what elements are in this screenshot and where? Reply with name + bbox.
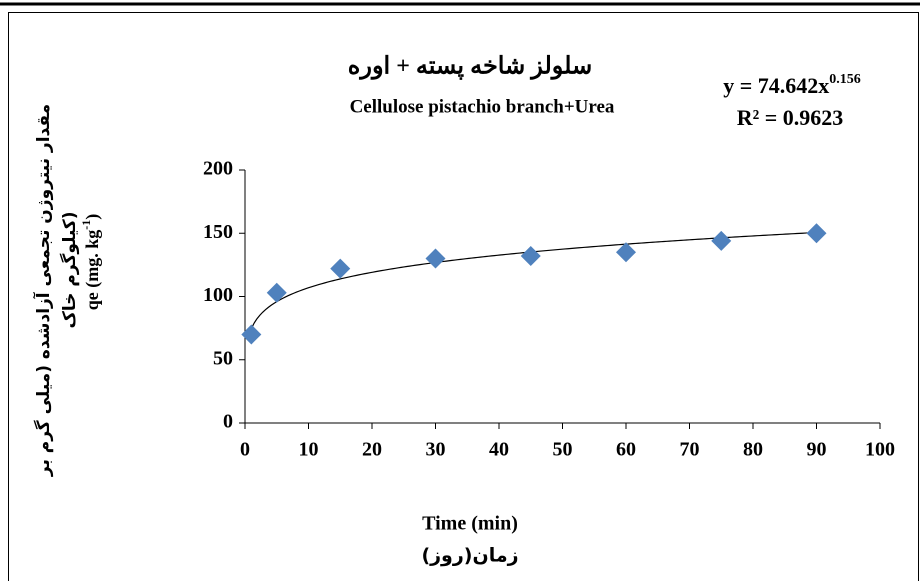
equation-variable: x: [818, 73, 829, 98]
x-axis-label: زمان(روز): [421, 545, 518, 567]
data-point: [806, 223, 827, 244]
x-tick-label: 40: [489, 439, 509, 461]
data-point: [520, 246, 541, 267]
x-tick-label: 70: [680, 439, 700, 461]
data-point: [711, 230, 732, 251]
x-tick-label: 20: [362, 439, 382, 461]
data-point: [241, 324, 262, 345]
x-tick-label: 30: [426, 439, 446, 461]
equation-lhs: y =: [723, 73, 752, 98]
x-tick-label: 50: [553, 439, 573, 461]
y-axis-label: مقدار نیتروژن تجمعی آزادشده (میلی گرم بر: [32, 104, 54, 477]
chart-subtitle: Cellulose pistachio branch+Urea: [350, 96, 615, 117]
trend-r2: R² = 0.9623: [737, 105, 844, 130]
unit-close: ): [82, 214, 103, 220]
y-tick-label: 0: [223, 411, 233, 433]
x-tick-label: 0: [240, 439, 250, 461]
trend-equation: y = 74.642x0.156: [723, 72, 861, 98]
data-point: [330, 258, 351, 279]
y-tick-label: 100: [203, 284, 233, 306]
x-tick-label: 90: [807, 439, 827, 461]
unit-text: qe (mg. kg: [82, 230, 103, 311]
x-tick-label: 100: [865, 439, 895, 461]
r2-label: R² =: [737, 105, 778, 130]
data-point: [616, 242, 636, 263]
y-axis-unit: qe (mg. kg-1): [79, 214, 103, 311]
y-tick-label: 50: [213, 347, 233, 369]
y-tick-label: 200: [203, 158, 233, 180]
unit-sup: -1: [79, 220, 93, 230]
equation-coefficient: 74.642: [758, 73, 819, 98]
data-point: [425, 248, 446, 269]
x-tick-label: 10: [299, 439, 319, 461]
chart-frame: [8, 12, 919, 581]
data-point: [266, 282, 287, 303]
x-tick-label: 80: [743, 439, 763, 461]
x-axis-label: Time (min): [422, 513, 518, 535]
equation-exponent: 0.156: [829, 72, 861, 87]
chart-title: سلولز شاخه پسته + اوره: [348, 54, 592, 81]
x-tick-label: 60: [616, 439, 636, 461]
r2-value: 0.9623: [783, 105, 844, 130]
y-tick-label: 150: [203, 221, 233, 243]
y-axis-label: کیلوگرم خاک): [59, 211, 80, 328]
